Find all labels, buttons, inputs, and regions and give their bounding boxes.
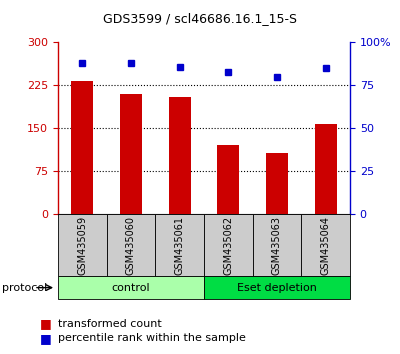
Bar [169, 97, 191, 214]
Text: GSM435061: GSM435061 [175, 216, 185, 275]
Text: control: control [112, 282, 150, 293]
Text: GDS3599 / scl46686.16.1_15-S: GDS3599 / scl46686.16.1_15-S [103, 12, 297, 25]
Text: protocol: protocol [2, 282, 47, 293]
Text: ■: ■ [40, 318, 52, 330]
Bar [266, 153, 288, 214]
Bar [120, 94, 142, 214]
Text: ■: ■ [40, 332, 52, 344]
Text: GSM435063: GSM435063 [272, 216, 282, 275]
Text: transformed count: transformed count [58, 319, 162, 329]
Bar [315, 124, 337, 214]
Bar [71, 81, 93, 214]
Text: GSM435060: GSM435060 [126, 216, 136, 275]
Text: percentile rank within the sample: percentile rank within the sample [58, 333, 246, 343]
Text: GSM435059: GSM435059 [77, 216, 87, 275]
Text: Eset depletion: Eset depletion [237, 282, 317, 293]
Text: GSM435064: GSM435064 [321, 216, 331, 275]
Bar [217, 145, 239, 214]
Text: GSM435062: GSM435062 [223, 216, 233, 275]
